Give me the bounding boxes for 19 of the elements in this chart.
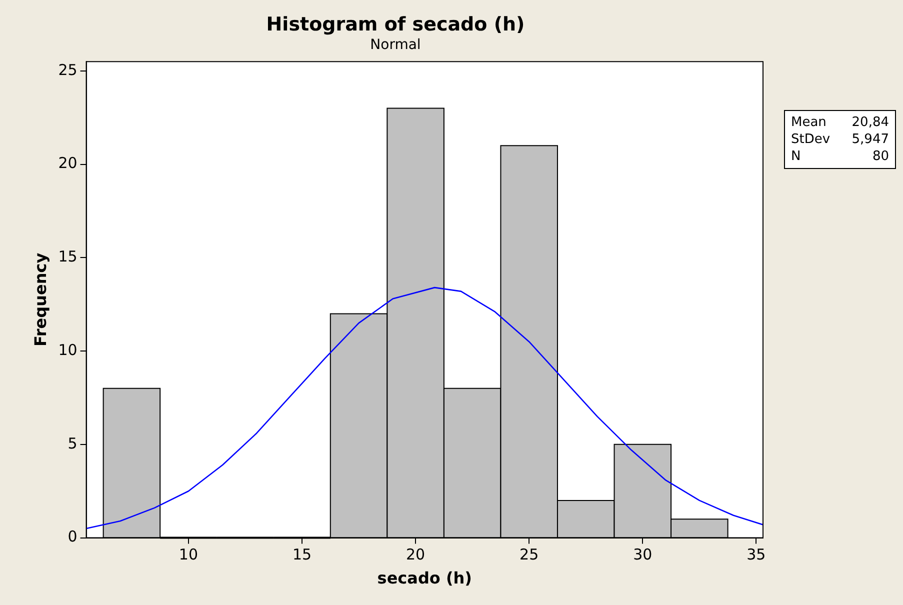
y-tick-label: 20 xyxy=(58,154,78,172)
chart-subtitle: Normal xyxy=(370,36,421,53)
y-tick-label: 5 xyxy=(68,434,78,452)
x-tick-label: 15 xyxy=(292,546,312,564)
chart-title: Histogram of secado (h) xyxy=(266,13,525,36)
x-axis-title: secado (h) xyxy=(377,568,472,588)
y-tick-label: 15 xyxy=(58,248,78,266)
text: Mean 20,84 xyxy=(791,115,889,130)
x-tick-label: 30 xyxy=(633,546,652,564)
y-axis-title: Frequency xyxy=(30,252,50,347)
text: N 80 xyxy=(791,149,889,164)
text: StDev 5,947 xyxy=(791,132,889,147)
x-tick-label: 35 xyxy=(746,546,766,564)
y-tick-label: 25 xyxy=(58,60,78,79)
x-tick-label: 25 xyxy=(520,546,539,564)
x-tick-label: 20 xyxy=(406,546,426,564)
y-tick-label: 0 xyxy=(68,528,78,546)
y-tick-label: 10 xyxy=(58,340,78,359)
x-tick-label: 10 xyxy=(178,546,198,564)
